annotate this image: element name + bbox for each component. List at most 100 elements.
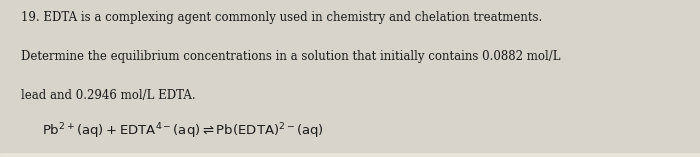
Bar [0,154,700,156]
Text: 19. EDTA is a complexing agent commonly used in chemistry and chelation treatmen: 19. EDTA is a complexing agent commonly … [21,11,542,24]
Bar [0,154,700,156]
Bar [0,155,700,156]
Bar [0,155,700,157]
Bar [0,155,700,157]
Bar [0,154,700,155]
Bar [0,154,700,156]
Bar [0,154,700,156]
Bar [0,155,700,157]
Bar [0,155,700,156]
Bar [0,155,700,157]
Bar [0,154,700,156]
Bar [0,154,700,156]
Bar [0,154,700,156]
Bar [0,155,700,157]
Bar [0,154,700,156]
Bar [0,155,700,157]
Text: lead and 0.2946 mol/L EDTA.: lead and 0.2946 mol/L EDTA. [21,89,195,103]
Bar [0,155,700,157]
Bar [0,154,700,156]
Bar [0,155,700,156]
Bar [0,154,700,156]
Bar [0,154,700,156]
Bar [0,154,700,156]
Bar [0,155,700,156]
Bar [0,155,700,157]
Bar [0,155,700,156]
Bar [0,155,700,157]
Bar [0,155,700,156]
Bar [0,155,700,157]
Bar [0,154,700,156]
Bar [0,155,700,157]
Bar [0,154,700,156]
Bar [0,154,700,156]
Bar [0,154,700,156]
Bar [0,154,700,156]
Bar [0,155,700,157]
Bar [0,154,700,156]
Bar [0,155,700,156]
Bar [0,155,700,156]
Bar [0,155,700,157]
Bar [0,154,700,156]
Bar [0,154,700,155]
Bar [0,155,700,156]
Bar [0,155,700,157]
Bar [0,154,700,156]
Bar [0,154,700,156]
Bar [0,154,700,156]
Bar [0,154,700,156]
Bar [0,154,700,155]
Bar [0,154,700,156]
Bar [0,154,700,156]
Bar [0,154,700,156]
Bar [0,155,700,157]
Bar [0,155,700,157]
Bar [0,154,700,155]
Bar [0,154,700,156]
Bar [0,155,700,157]
Bar [0,154,700,155]
Bar [0,155,700,157]
Text: Determine the equilibrium concentrations in a solution that initially contains 0: Determine the equilibrium concentrations… [21,50,561,63]
Bar [0,155,700,157]
Bar [0,155,700,157]
Bar [0,155,700,157]
Bar [0,155,700,157]
Bar [0,154,700,156]
Bar [0,155,700,157]
Bar [0,154,700,156]
Bar [0,155,700,157]
Bar [0,155,700,157]
Bar [0,155,700,156]
Bar [0,154,700,156]
Bar [0,155,700,157]
Bar [0,155,700,157]
Bar [0,155,700,156]
Bar [0,155,700,157]
Bar [0,154,700,156]
Bar [0,155,700,156]
Bar [0,154,700,156]
Bar [0,155,700,157]
Bar [0,154,700,156]
Bar [0,155,700,157]
Bar [0,154,700,156]
Bar [0,154,700,156]
Bar [0,155,700,156]
Bar [0,155,700,156]
Bar [0,155,700,157]
Bar [0,155,700,156]
Bar [0,155,700,157]
Bar [0,154,700,156]
Bar [0,155,700,156]
Bar [0,154,700,156]
Text: $\mathrm{Pb}^{2+}\mathrm{(aq) + EDTA}^{4-}\mathrm{(aq)} \rightleftharpoons \math: $\mathrm{Pb}^{2+}\mathrm{(aq) + EDTA}^{4… [42,122,324,141]
Bar [0,154,700,156]
Bar [0,154,700,156]
Bar [0,155,700,157]
Bar [0,155,700,156]
Bar [0,154,700,156]
Bar [0,155,700,156]
